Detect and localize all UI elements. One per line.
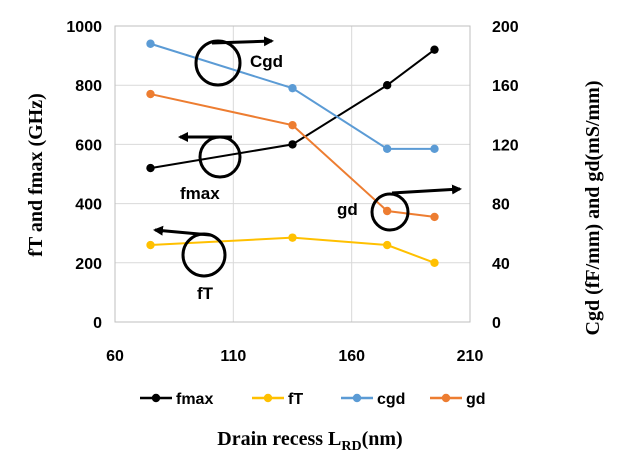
series-point-fT xyxy=(288,233,297,242)
annotation-ring-gd xyxy=(370,192,410,232)
y-right-tick-label: 40 xyxy=(492,256,510,273)
y-right-tick-label: 200 xyxy=(492,19,519,36)
annotation-arrow-cgd xyxy=(211,36,274,47)
legend-label-fmax: fmax xyxy=(176,391,213,408)
series-point-cgd xyxy=(288,83,297,93)
x-axis-title-main: Drain recess L xyxy=(217,428,341,450)
x-tick-label: 160 xyxy=(338,348,365,365)
plot-area-border xyxy=(114,25,471,323)
x-tick-label: 60 xyxy=(106,348,124,365)
legend-marker-fT xyxy=(263,393,273,403)
annotation-label-fmax: fmax xyxy=(180,184,220,203)
legend-marker-cgd xyxy=(352,393,362,403)
x-axis-title-subscript: RD xyxy=(341,439,361,454)
y-left-tick-label: 0 xyxy=(93,315,102,332)
series-layer xyxy=(146,39,439,267)
annotation-label-gd: gd xyxy=(337,200,358,219)
series-point-cgd xyxy=(146,39,155,48)
series-line-gd xyxy=(150,93,435,218)
series-point-fT xyxy=(382,240,392,250)
y-axis-left-title: fT and fmax (GHz) xyxy=(25,93,47,257)
series-point-fmax xyxy=(430,45,439,54)
legend: fmax fT cgd gd xyxy=(140,391,486,408)
series-point-cgd xyxy=(382,144,392,154)
series-point-gd xyxy=(288,120,297,130)
y-right-tick-label: 0 xyxy=(492,315,501,332)
y-left-tick-label: 600 xyxy=(75,137,102,154)
annotation-arrow-ft xyxy=(153,225,211,237)
y-right-tick-label: 80 xyxy=(492,197,510,214)
x-axis-title: Drain recess LRD(nm) xyxy=(217,428,402,454)
legend-label-gd: gd xyxy=(466,391,486,408)
axes: 0 0 200 40 400 80 600 120 800 160 1000 200 60 110 160 2… xyxy=(66,19,518,365)
series-line-cgd xyxy=(150,42,435,150)
annotation-label-ft: fT xyxy=(197,284,214,303)
y-left-tick-label: 1000 xyxy=(66,19,102,36)
y-right-tick-label: 120 xyxy=(492,137,519,154)
annotation-ring-ft xyxy=(181,232,227,278)
legend-marker-gd xyxy=(441,393,451,403)
legend-label-fT: fT xyxy=(288,391,303,408)
y-right-tick-label: 160 xyxy=(492,78,519,95)
x-axis-title-unit: (nm) xyxy=(362,428,403,450)
series-point-gd xyxy=(146,89,155,99)
legend-label-cgd: cgd xyxy=(377,391,405,408)
annotation-arrow-gd xyxy=(391,184,462,195)
series-point-fT xyxy=(430,258,439,267)
series-point-fmax xyxy=(288,140,297,149)
y-left-tick-label: 400 xyxy=(75,197,102,214)
legend-marker-fmax xyxy=(151,393,161,403)
x-tick-label: 210 xyxy=(457,348,484,365)
y-left-tick-label: 800 xyxy=(75,78,102,95)
y-axis-right-title: Cgd (fF/mm) and gd(mS/mm) xyxy=(582,81,604,336)
series-point-gd xyxy=(382,206,392,216)
series-point-fT xyxy=(146,240,155,250)
series-point-cgd xyxy=(430,144,439,154)
gridlines xyxy=(114,25,471,323)
x-tick-label: 110 xyxy=(220,348,246,365)
series-line-fmax xyxy=(150,48,436,170)
series-point-fmax xyxy=(382,81,392,90)
annotation-layer: Cgd fmax gd fT xyxy=(153,36,462,303)
annotation-label-cgd: Cgd xyxy=(250,52,283,71)
y-left-tick-label: 200 xyxy=(75,256,102,273)
annotation-ring-cgd xyxy=(194,39,242,87)
series-point-fmax xyxy=(146,163,155,173)
series-point-gd xyxy=(430,212,439,222)
